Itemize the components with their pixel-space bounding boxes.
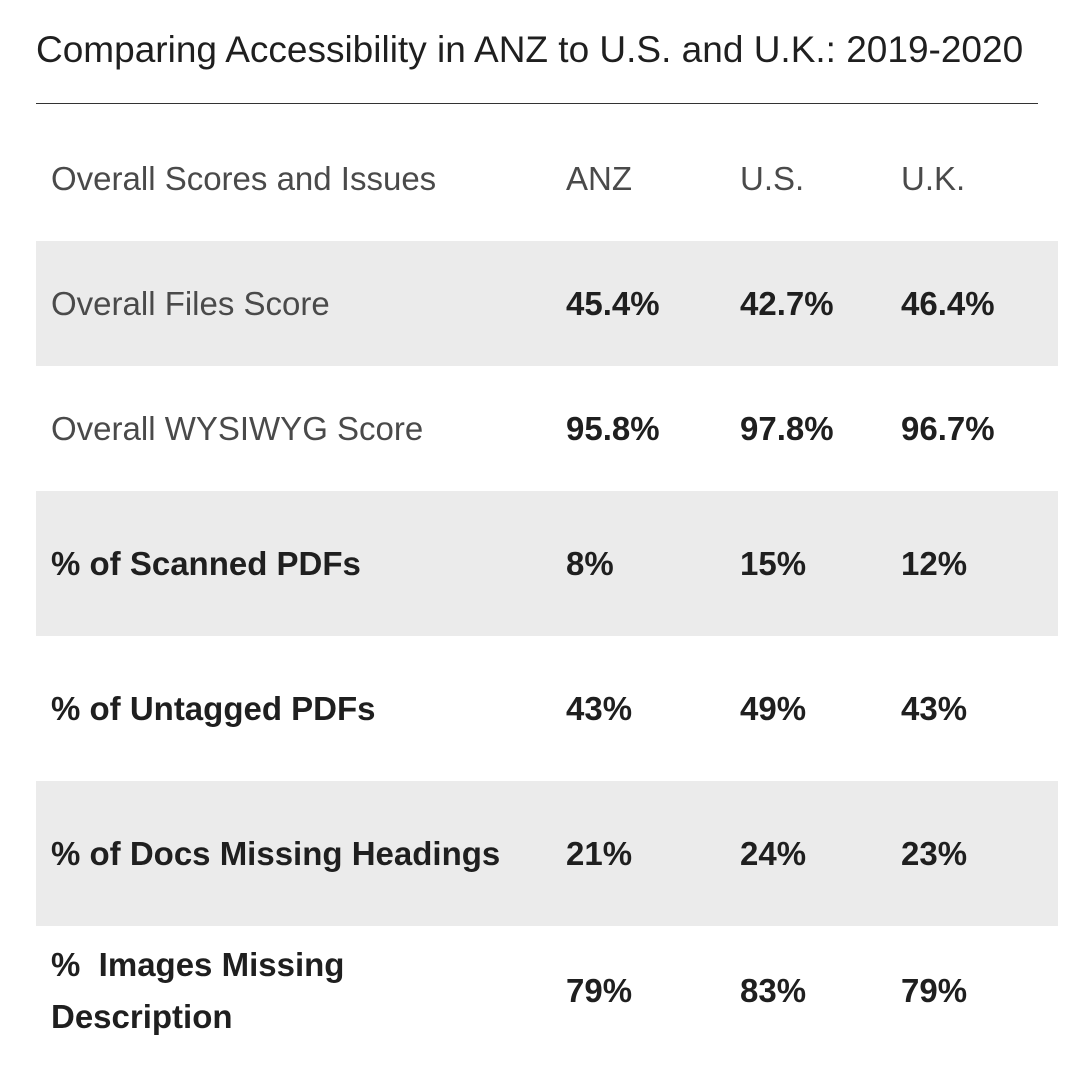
anz-value: 79% — [566, 972, 633, 1009]
table-row: % of Untagged PDFs 43% 49% 43% — [36, 636, 1058, 781]
table-row: % of Scanned PDFs 8% 15% 12% — [36, 491, 1058, 636]
header-us: U.S. — [740, 159, 805, 197]
uk-value: 23% — [901, 834, 968, 872]
anz-value: 21% — [566, 834, 633, 872]
row-label: Overall Files Score — [51, 284, 330, 322]
table-row: Overall WYSIWYG Score 95.8% 97.8% 96.7% — [36, 366, 1058, 491]
row-label: % of Docs Missing Headings — [51, 834, 501, 872]
uk-value: 12% — [901, 544, 968, 582]
uk-value: 46.4% — [901, 284, 995, 322]
row-label: Overall WYSIWYG Score — [51, 409, 424, 447]
table-header-row: Overall Scores and Issues ANZ U.S. U.K. — [36, 116, 1058, 241]
us-value: 83% — [740, 972, 807, 1009]
table-row: % Images Missing Description 79% 83% 79% — [36, 926, 1058, 1056]
table-row: % of Docs Missing Headings 21% 24% 23% — [36, 781, 1058, 926]
uk-value: 96.7% — [901, 409, 995, 447]
header-label: Overall Scores and Issues — [51, 159, 437, 197]
uk-value: 79% — [901, 972, 968, 1009]
anz-value: 43% — [566, 689, 633, 727]
anz-value: 95.8% — [566, 409, 660, 447]
us-value: 97.8% — [740, 409, 834, 447]
row-label: % of Scanned PDFs — [51, 544, 361, 582]
anz-value: 45.4% — [566, 284, 660, 322]
us-value: 15% — [740, 544, 807, 582]
page-title: Comparing Accessibility in ANZ to U.S. a… — [36, 29, 1024, 70]
table-row: Overall Files Score 45.4% 42.7% 46.4% — [36, 241, 1058, 366]
anz-value: 8% — [566, 544, 614, 582]
row-label: % of Untagged PDFs — [51, 689, 376, 727]
header-uk: U.K. — [901, 159, 966, 197]
title-divider — [36, 103, 1038, 104]
header-anz: ANZ — [566, 159, 632, 197]
row-label: % Images Missing Description — [51, 946, 354, 1035]
us-value: 24% — [740, 834, 807, 872]
comparison-table: Overall Scores and Issues ANZ U.S. U.K. … — [36, 116, 1058, 1056]
us-value: 42.7% — [740, 284, 834, 322]
uk-value: 43% — [901, 689, 968, 727]
us-value: 49% — [740, 689, 807, 727]
